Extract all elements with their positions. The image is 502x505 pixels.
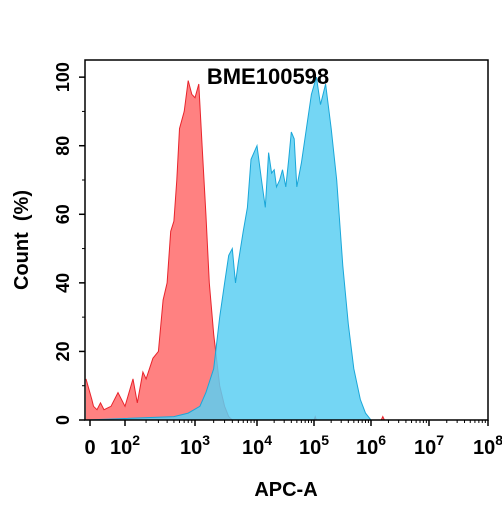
series-2-area (86, 77, 488, 420)
chart-title: BME100598 (207, 64, 329, 89)
y-tick-label: 20 (53, 341, 73, 361)
plot-frame (84, 59, 489, 421)
x-tick-label: 106 (356, 432, 386, 459)
y-axis: 0 20 40 60 80 100 (53, 62, 85, 425)
y-tick-label: 80 (53, 136, 73, 156)
x-tick-label: 102 (110, 432, 140, 459)
x-tick-label: 105 (299, 432, 329, 459)
y-tick-label: 0 (53, 415, 73, 425)
y-tick-label: 60 (53, 204, 73, 224)
y-axis-label: Count (%) (11, 190, 33, 290)
x-tick-label: 108 (473, 432, 502, 459)
x-tick-label: 103 (180, 432, 210, 459)
y-tick-label: 40 (53, 273, 73, 293)
x-axis: 0 102 103 104 105 106 107 108 (84, 420, 502, 459)
series-1-area (86, 80, 488, 420)
plot-series (85, 76, 488, 421)
x-tick-label: 104 (242, 432, 272, 459)
y-tick-label: 100 (53, 62, 73, 92)
x-tick-label: 107 (414, 432, 444, 459)
x-tick-label: 0 (84, 437, 95, 459)
x-axis-label: APC-A (254, 479, 317, 501)
series-2-line (85, 76, 488, 421)
